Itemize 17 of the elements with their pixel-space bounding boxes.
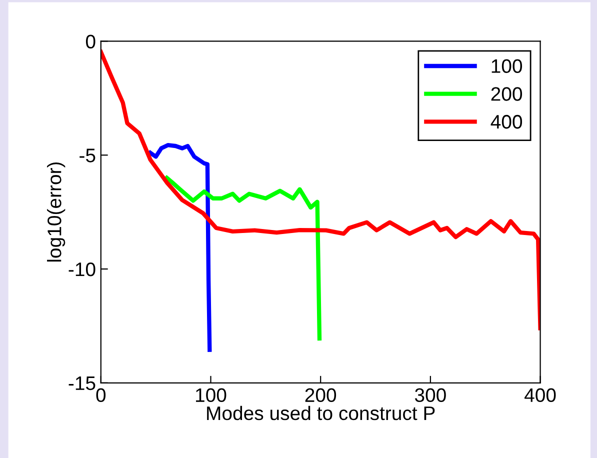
legend-label: 400: [490, 114, 522, 129]
legend-label: 100: [492, 59, 522, 74]
x-tick-label: 400: [524, 388, 556, 402]
x-tick-label: 100: [196, 388, 226, 402]
line-series: [148, 143, 212, 352]
line-series: [100, 50, 540, 330]
y-tick-label: -10: [68, 262, 96, 276]
x-axis-title: Modes used to construct P: [207, 406, 435, 420]
line-series: [164, 176, 322, 341]
y-tick-label: -5: [80, 148, 96, 162]
legend-label: 200: [491, 87, 522, 101]
x-tick-label: 300: [414, 388, 446, 402]
y-tick-label: 0: [86, 34, 96, 48]
y-axis-title: log10(error): [47, 162, 66, 262]
x-tick-label: 0: [96, 388, 106, 402]
y-tick-label: -15: [68, 376, 96, 390]
x-tick-label: 200: [305, 388, 336, 402]
